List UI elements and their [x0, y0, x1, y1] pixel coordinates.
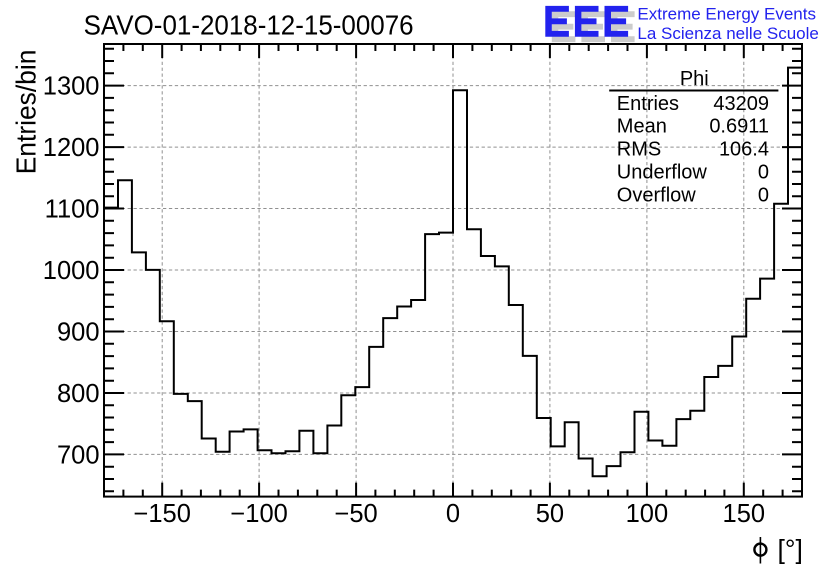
svg-text:100: 100 — [626, 500, 669, 528]
svg-text:Underflow: Underflow — [617, 162, 708, 184]
svg-text:Entries: Entries — [617, 93, 679, 115]
svg-text:0.6911: 0.6911 — [709, 116, 769, 138]
svg-text:1300: 1300 — [43, 73, 100, 101]
svg-text:−50: −50 — [334, 500, 377, 528]
svg-text:150: 150 — [723, 500, 766, 528]
svg-text:0: 0 — [758, 162, 769, 184]
svg-text:106.4: 106.4 — [719, 139, 769, 161]
svg-text:SAVO-01-2018-12-15-00076: SAVO-01-2018-12-15-00076 — [84, 9, 414, 40]
svg-text:700: 700 — [57, 442, 100, 470]
svg-text:−150: −150 — [133, 500, 190, 528]
svg-text:0: 0 — [446, 500, 460, 528]
svg-text:1100: 1100 — [45, 196, 100, 224]
svg-text:La Scienza nelle Scuole: La Scienza nelle Scuole — [637, 24, 818, 43]
svg-text:1200: 1200 — [43, 134, 100, 162]
svg-text:0: 0 — [758, 184, 769, 206]
svg-text:1000: 1000 — [43, 257, 100, 285]
svg-text:Entries/bin: Entries/bin — [10, 50, 41, 175]
svg-text:RMS: RMS — [617, 139, 661, 161]
svg-text:Mean: Mean — [617, 116, 667, 138]
svg-text:−100: −100 — [230, 500, 287, 528]
svg-text:900: 900 — [57, 319, 100, 347]
svg-text:50: 50 — [536, 500, 564, 528]
svg-text:43209: 43209 — [713, 93, 769, 115]
svg-text:Extreme Energy Events: Extreme Energy Events — [637, 5, 816, 24]
svg-text:Phi: Phi — [680, 68, 709, 90]
svg-text:[°]: [°] — [778, 534, 803, 564]
svg-text:800: 800 — [57, 380, 100, 408]
svg-text:Overflow: Overflow — [617, 184, 696, 206]
